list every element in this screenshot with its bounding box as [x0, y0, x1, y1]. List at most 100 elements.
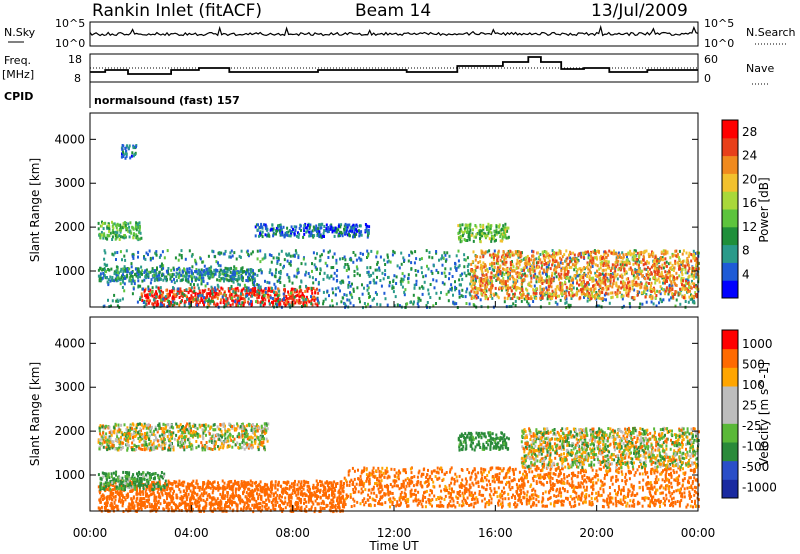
echo-cell: [669, 256, 672, 260]
echo-cell: [337, 286, 340, 290]
echo-cell: [573, 274, 576, 278]
echo-cell: [516, 275, 519, 279]
echo-cell: [278, 302, 281, 306]
echo-cell: [635, 275, 638, 279]
echo-cell: [150, 278, 153, 282]
echo-cell: [197, 292, 199, 296]
echo-cell: [131, 225, 134, 229]
echo-cell: [241, 422, 244, 426]
echo-cell: [391, 253, 394, 257]
echo-cell: [328, 276, 331, 280]
echo-cell: [164, 423, 167, 427]
echo-cell: [520, 251, 523, 255]
echo-cell: [645, 268, 648, 271]
echo-cell: [217, 435, 220, 439]
echo-cell: [366, 271, 369, 274]
echo-cell: [489, 230, 492, 234]
echo-cell: [527, 302, 530, 306]
echo-cell: [666, 250, 669, 254]
echo-cell: [551, 274, 553, 278]
echo-cell: [408, 253, 411, 257]
echo-cell: [415, 283, 418, 286]
echo-cell: [626, 286, 628, 290]
echo-cell: [506, 297, 509, 301]
echo-cell: [477, 287, 480, 291]
echo-cell: [116, 235, 119, 239]
echo-cell: [108, 431, 111, 435]
echo-cell: [588, 291, 591, 295]
echo-cell: [602, 274, 605, 278]
echo-cell: [567, 262, 570, 266]
echo-cell: [134, 267, 137, 271]
echo-cell: [166, 299, 169, 303]
echo-cell: [188, 441, 191, 445]
echo-cell: [547, 256, 550, 260]
echo-cell: [368, 225, 371, 229]
echo-cell: [466, 228, 469, 232]
echo-cell: [576, 287, 578, 291]
echo-cell: [255, 300, 257, 304]
echo-cell: [553, 264, 556, 268]
echo-cell: [367, 254, 370, 258]
echo-cell: [189, 300, 192, 304]
echo-cell: [620, 286, 623, 290]
echo-cell: [237, 294, 239, 298]
echo-cell: [243, 270, 246, 273]
echo-cell: [204, 426, 207, 430]
echo-cell: [695, 293, 698, 296]
echo-cell: [646, 260, 649, 264]
echo-cell: [251, 443, 254, 447]
echo-cell: [510, 304, 513, 308]
echo-cell: [461, 272, 463, 276]
echo-cell: [593, 249, 596, 253]
echo-cell: [565, 300, 568, 304]
echo-cell: [684, 300, 687, 303]
echo-cell: [480, 263, 483, 267]
echo-cell: [366, 266, 369, 270]
echo-cell: [565, 249, 568, 253]
echo-cell: [589, 251, 592, 255]
echo-cell: [210, 438, 213, 442]
echo-cell: [505, 288, 508, 292]
echo-cell: [688, 251, 691, 255]
echo-cell: [464, 229, 466, 233]
echo-cell: [398, 266, 401, 270]
echo-cell: [509, 260, 512, 264]
echo-cell: [664, 249, 667, 253]
echo-cell: [479, 255, 482, 259]
echo-cell: [532, 262, 535, 266]
echo-cell: [160, 289, 163, 293]
echo-cell: [347, 283, 350, 287]
echo-cell: [480, 277, 483, 281]
echo-cell: [306, 287, 309, 291]
echo-cell: [541, 250, 544, 254]
echo-cell: [671, 274, 674, 278]
echo-cell: [355, 258, 358, 262]
echo-cell: [555, 296, 557, 300]
echo-cell: [506, 288, 509, 292]
echo-cell: [471, 232, 474, 236]
echo-cell: [590, 276, 593, 280]
echo-cell: [124, 152, 127, 156]
echo-cell: [264, 233, 267, 237]
echo-cell: [605, 263, 608, 267]
echo-cell: [470, 289, 473, 293]
echo-cell: [660, 270, 663, 274]
echo-cell: [475, 293, 478, 296]
echo-cell: [602, 255, 604, 259]
echo-cell: [188, 274, 191, 278]
echo-cell: [185, 275, 188, 279]
echo-cell: [373, 281, 376, 285]
echo-cell: [678, 249, 681, 253]
echo-cell: [192, 299, 194, 303]
echo-cell: [353, 224, 356, 228]
echo-cell: [477, 229, 480, 233]
echo-cell: [473, 235, 476, 239]
echo-cell: [367, 292, 370, 296]
echo-cell: [490, 231, 493, 235]
echo-cell: [617, 268, 620, 272]
echo-cell: [137, 444, 140, 448]
echo-cell: [653, 267, 656, 271]
echo-cell: [379, 279, 382, 282]
